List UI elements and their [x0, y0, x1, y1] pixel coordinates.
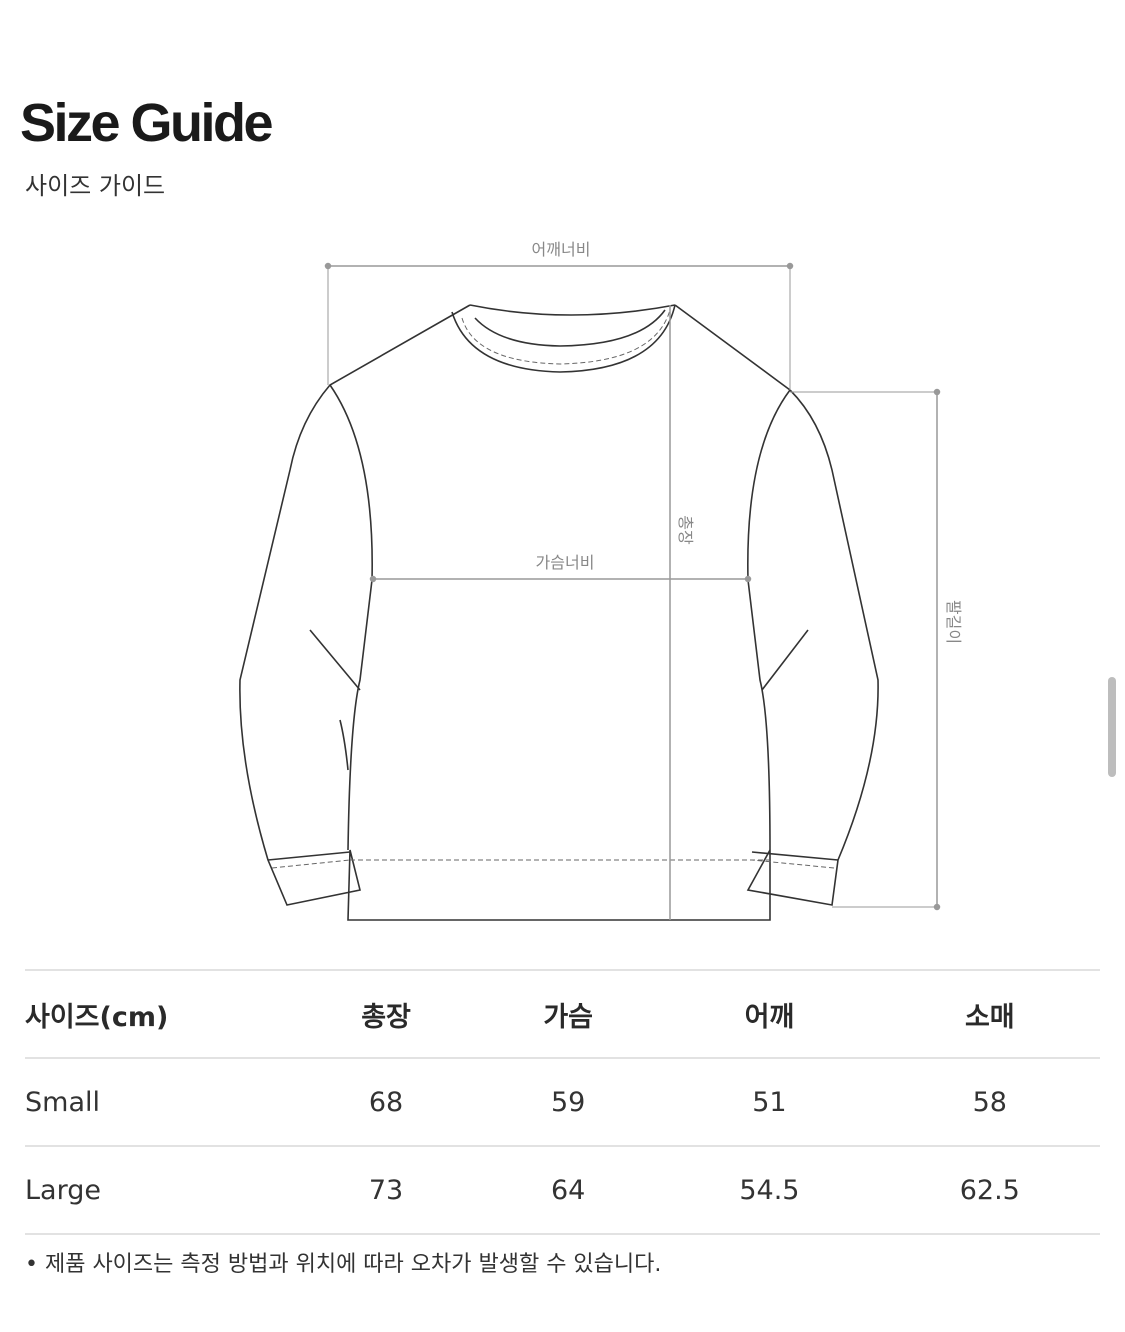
header-size: 사이즈(cm)	[25, 969, 295, 1059]
page-subtitle: 사이즈 가이드	[25, 172, 166, 200]
table-row: Small 68 59 51 58	[25, 1057, 1100, 1147]
cell-sleeve: 62.5	[879, 1145, 1100, 1235]
total-length-label: 총장	[676, 515, 695, 545]
page-title: Size Guide	[20, 93, 274, 153]
table-header-row: 사이즈(cm) 총장 가슴 어깨 소매	[25, 969, 1100, 1059]
cell-length: 73	[295, 1145, 478, 1235]
header-sleeve: 소매	[879, 969, 1100, 1059]
sleeve-length-label: 팔길이	[944, 600, 963, 644]
measure-lines	[324, 262, 941, 920]
cell-size: Small	[25, 1057, 295, 1147]
sweater-diagram: 어깨너비 가슴너비 총장 팔길이	[239, 240, 963, 921]
chest-width-label: 가슴너비	[536, 553, 595, 572]
cell-shoulder: 51	[659, 1057, 880, 1147]
size-note: • 제품 사이즈는 측정 방법과 위치에 따라 오차가 발생할 수 있습니다.	[25, 1252, 662, 1277]
header-length: 총장	[295, 969, 478, 1059]
size-table: 사이즈(cm) 총장 가슴 어깨 소매 Small 68 59 51 58 La…	[25, 969, 1100, 1235]
cell-size: Large	[25, 1145, 295, 1235]
cell-chest: 64	[477, 1145, 660, 1235]
stitching	[271, 309, 835, 869]
table-row: Large 73 64 54.5 62.5	[25, 1145, 1100, 1235]
sweater-outline	[239, 304, 879, 921]
scrollbar[interactable]	[1108, 677, 1116, 777]
cell-shoulder: 54.5	[659, 1145, 880, 1235]
cell-length: 68	[295, 1057, 478, 1147]
shoulder-width-label: 어깨너비	[532, 240, 591, 259]
header-chest: 가슴	[477, 969, 660, 1059]
header-shoulder: 어깨	[659, 969, 880, 1059]
cell-chest: 59	[477, 1057, 660, 1147]
cell-sleeve: 58	[879, 1057, 1100, 1147]
